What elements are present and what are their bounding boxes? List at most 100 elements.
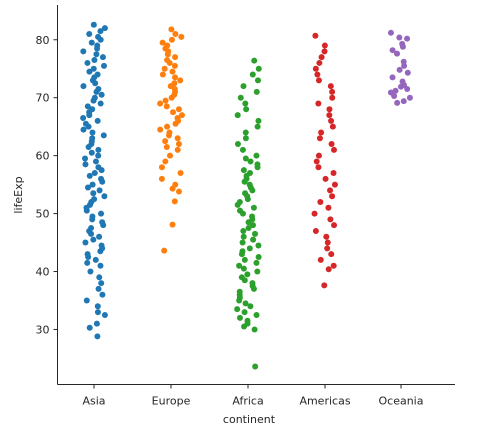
data-point-americas: [329, 94, 336, 101]
data-point-americas: [331, 222, 338, 229]
data-point-asia: [89, 135, 96, 142]
data-point-americas: [317, 198, 324, 205]
data-point-asia: [88, 225, 95, 232]
y-tick-label: 30: [36, 323, 50, 336]
data-point-oceania: [404, 86, 411, 93]
data-point-europe: [163, 143, 170, 150]
data-point-americas: [326, 112, 333, 119]
data-point-europe: [166, 129, 173, 136]
data-point-asia: [80, 114, 87, 121]
data-point-asia: [91, 196, 98, 203]
data-point-oceania: [400, 98, 407, 105]
data-point-africa: [246, 245, 253, 252]
data-point-americas: [328, 251, 335, 258]
data-point-africa: [253, 259, 260, 266]
data-point-asia: [82, 239, 89, 246]
data-point-asia: [89, 129, 96, 136]
data-point-oceania: [389, 74, 396, 81]
data-point-americas: [326, 106, 333, 113]
data-point-africa: [255, 117, 262, 124]
data-point-africa: [251, 57, 258, 64]
x-tick-label: Americas: [299, 395, 350, 408]
data-point-americas: [322, 175, 329, 182]
data-point-asia: [92, 158, 99, 165]
data-point-americas: [330, 262, 337, 269]
y-tick-label: 40: [36, 266, 50, 279]
data-point-europe: [172, 181, 179, 188]
data-point-europe: [166, 152, 173, 159]
data-point-americas: [328, 117, 335, 124]
data-point-asia: [94, 42, 101, 49]
data-point-americas: [318, 54, 325, 61]
data-point-europe: [157, 100, 164, 107]
data-point-americas: [330, 146, 337, 153]
data-point-asia: [98, 210, 105, 217]
data-point-africa: [236, 262, 243, 269]
data-point-asia: [88, 39, 95, 46]
data-point-asia: [94, 303, 101, 310]
data-point-africa: [247, 158, 254, 165]
data-point-americas: [311, 210, 318, 217]
data-point-asia: [83, 297, 90, 304]
data-point-americas: [318, 129, 325, 136]
data-point-africa: [236, 314, 243, 321]
y-tick-label: 80: [36, 34, 50, 47]
data-point-americas: [316, 135, 323, 142]
data-point-europe: [164, 123, 171, 130]
data-point-africa: [236, 288, 243, 295]
data-point-africa: [246, 181, 253, 188]
data-point-americas: [313, 158, 320, 165]
data-point-americas: [321, 42, 328, 49]
data-point-asia: [98, 175, 105, 182]
data-point-asia: [100, 62, 107, 69]
data-point-europe: [170, 109, 177, 116]
data-point-europe: [174, 146, 181, 153]
data-point-asia: [84, 103, 91, 110]
data-point-africa: [241, 309, 248, 316]
data-point-africa: [254, 77, 261, 84]
data-point-africa: [237, 94, 244, 101]
data-point-americas: [315, 100, 322, 107]
data-point-asia: [94, 117, 101, 124]
data-point-africa: [240, 233, 247, 240]
data-point-europe: [177, 170, 184, 177]
data-point-asia: [90, 65, 97, 72]
data-point-asia: [89, 213, 96, 220]
data-point-americas: [323, 233, 330, 240]
data-point-asia: [96, 187, 103, 194]
data-point-africa: [246, 170, 253, 177]
data-point-europe: [157, 126, 164, 133]
y-tick-label: 60: [36, 150, 50, 163]
data-point-africa: [245, 225, 252, 232]
data-point-europe: [159, 71, 166, 78]
data-point-africa: [251, 326, 258, 333]
data-point-europe: [175, 188, 182, 195]
data-point-americas: [329, 193, 336, 200]
data-point-americas: [324, 239, 331, 246]
data-point-americas: [316, 59, 323, 66]
data-point-americas: [317, 256, 324, 263]
data-points: [80, 21, 413, 370]
data-point-asia: [95, 152, 102, 159]
data-point-europe: [171, 62, 178, 69]
data-point-asia: [82, 155, 89, 162]
data-point-africa: [242, 155, 249, 162]
data-point-asia: [94, 71, 101, 78]
data-point-asia: [101, 193, 108, 200]
data-point-asia: [86, 324, 93, 331]
data-point-africa: [242, 100, 249, 107]
data-point-americas: [328, 141, 335, 148]
data-point-africa: [250, 222, 256, 229]
data-point-americas: [315, 152, 322, 159]
data-point-asia: [80, 83, 87, 90]
data-point-europe: [172, 74, 179, 81]
data-point-africa: [255, 242, 262, 249]
data-point-asia: [89, 106, 96, 113]
data-point-americas: [315, 164, 322, 171]
data-point-asia: [91, 57, 98, 64]
data-point-oceania: [394, 99, 401, 106]
data-point-africa: [242, 129, 249, 136]
data-point-africa: [239, 248, 246, 255]
data-point-asia: [97, 262, 104, 269]
